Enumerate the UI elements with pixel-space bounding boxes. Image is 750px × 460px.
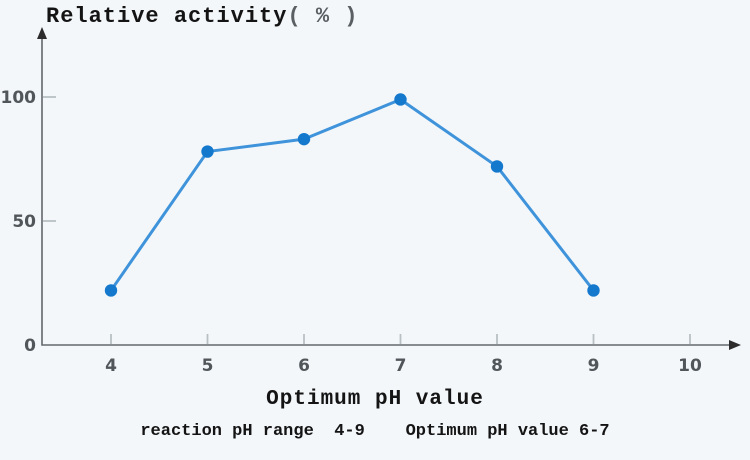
data-point xyxy=(104,284,118,297)
data-point xyxy=(394,93,407,106)
data-point xyxy=(201,145,214,158)
axes-lines xyxy=(41,37,731,346)
data-point xyxy=(587,284,600,297)
y-tick-label: 0 xyxy=(24,336,36,356)
chart-title-text: Relative activity xyxy=(46,4,288,29)
x-tick-label: 8 xyxy=(491,356,503,376)
data-point xyxy=(297,132,311,146)
x-tick-label: 5 xyxy=(202,356,214,376)
x-tick-label: 9 xyxy=(588,356,600,376)
series-line xyxy=(109,97,595,292)
x-tick-label: 6 xyxy=(298,356,310,376)
chart-svg: 0 50 100 4 5 6 7 8 9 10 xyxy=(1,27,741,376)
data-point xyxy=(490,160,504,173)
x-tick-label: 10 xyxy=(678,356,702,376)
annotation-note: reaction pH range 4-9 Optimum pH value 6… xyxy=(140,422,610,441)
x-tick-label: 4 xyxy=(105,356,117,376)
chart-title-unit: ( % ) xyxy=(287,4,359,29)
x-tick-label: 7 xyxy=(395,356,407,376)
x-axis-caption: Optimum pH value xyxy=(266,388,484,411)
y-axis-arrow-icon xyxy=(37,27,47,39)
y-tick-label: 50 xyxy=(12,212,36,232)
y-tick-label: 100 xyxy=(1,88,37,108)
x-axis-arrow-icon xyxy=(729,340,741,350)
chart-title: Relative activity( % ) xyxy=(46,4,358,29)
